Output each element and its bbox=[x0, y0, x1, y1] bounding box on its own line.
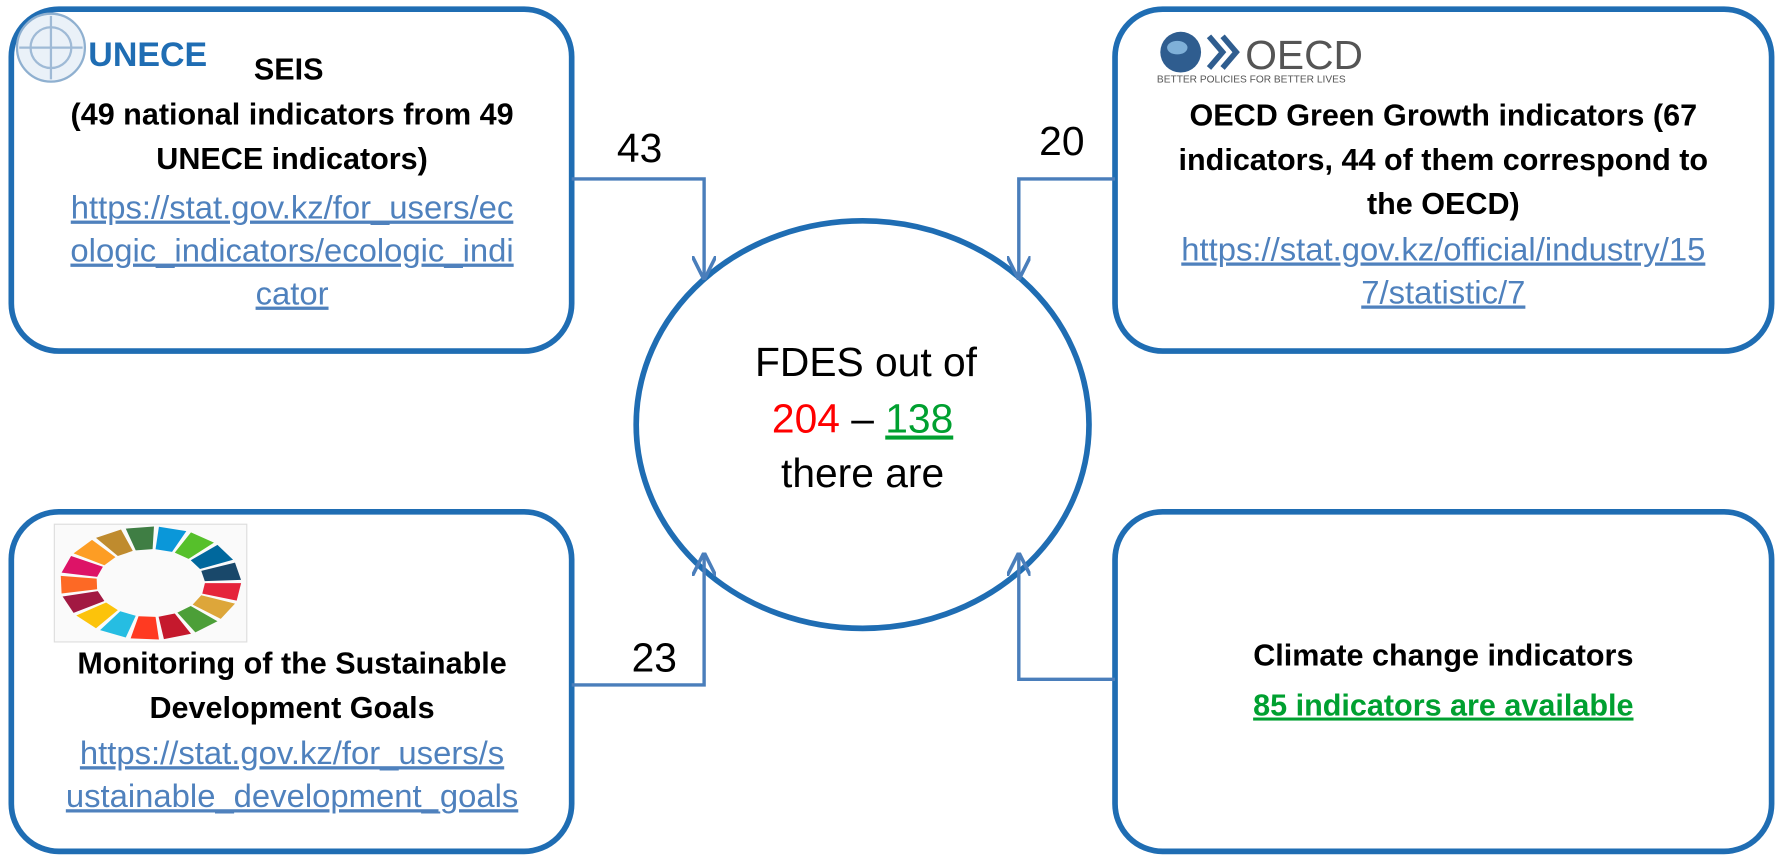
node-link[interactable]: 85 indicators are available bbox=[1253, 689, 1633, 723]
arrow bbox=[1019, 179, 1115, 277]
available: 138 bbox=[885, 396, 953, 442]
node-title: Monitoring of the Sustainable bbox=[77, 647, 506, 681]
arrow bbox=[1019, 555, 1115, 680]
arrow bbox=[572, 179, 704, 277]
edge-label: 20 bbox=[1039, 118, 1084, 164]
center-text: FDES out of bbox=[755, 339, 978, 385]
oecd-logo: OECD BETTER POLICIES FOR BETTER LIVES bbox=[1157, 32, 1363, 86]
node-link[interactable]: https://stat.gov.kz/for_users/s bbox=[80, 734, 504, 771]
logo-tagline: BETTER POLICIES FOR BETTER LIVES bbox=[1157, 75, 1346, 86]
edge-label: 43 bbox=[617, 125, 662, 171]
node-title: Development Goals bbox=[149, 691, 434, 725]
logo-text: UNECE bbox=[88, 36, 207, 74]
node-link[interactable]: https://stat.gov.kz/official/industry/15 bbox=[1181, 230, 1705, 267]
node-title: UNECE indicators) bbox=[156, 142, 428, 176]
node-link[interactable]: ustainable_development_goals bbox=[66, 777, 518, 814]
node-title: (49 national indicators from 49 bbox=[71, 98, 514, 132]
climate-box bbox=[1115, 512, 1772, 852]
node-link[interactable]: https://stat.gov.kz/for_users/ec bbox=[71, 189, 514, 226]
node-title: indicators, 44 of them correspond to bbox=[1179, 143, 1709, 177]
center-text: there are bbox=[781, 450, 944, 496]
node-title: Climate change indicators bbox=[1253, 639, 1633, 673]
center-numbers: 204 – 138 bbox=[772, 396, 953, 442]
node-title: the OECD) bbox=[1367, 187, 1520, 221]
sdg-logo bbox=[54, 524, 246, 642]
total: 204 bbox=[772, 396, 840, 442]
node-link[interactable]: cator bbox=[256, 275, 329, 312]
dash: – bbox=[851, 396, 874, 442]
edge-label: 23 bbox=[632, 634, 677, 680]
diagram: 43 20 23 UNECE OECD BETTER POLICIES FOR … bbox=[0, 0, 1775, 856]
node-title: OECD Green Growth indicators (67 bbox=[1190, 99, 1698, 133]
node-title: SEIS bbox=[254, 52, 324, 86]
logo-text: OECD bbox=[1245, 32, 1363, 78]
node-link[interactable]: ologic_indicators/ecologic_indi bbox=[70, 232, 513, 269]
node-link[interactable]: 7/statistic/7 bbox=[1361, 273, 1525, 310]
